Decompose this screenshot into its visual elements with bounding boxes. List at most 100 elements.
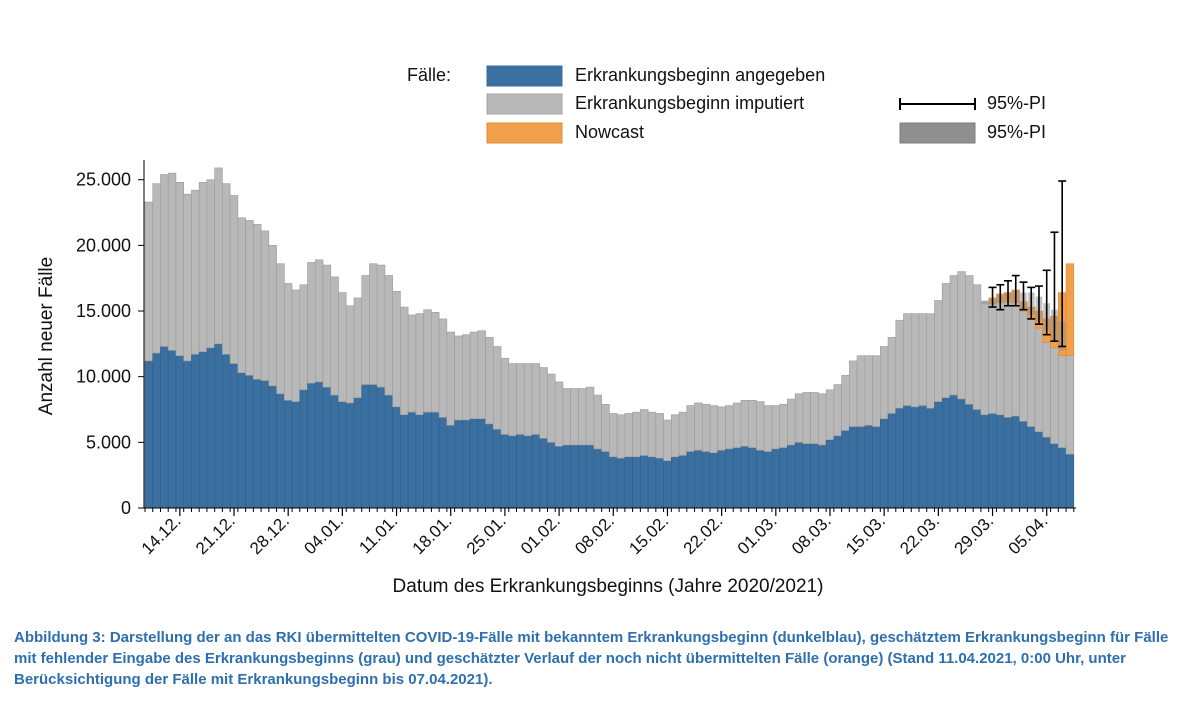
bar-imputed — [941, 283, 951, 398]
bar-reported — [183, 360, 192, 509]
bar-imputed — [640, 409, 649, 456]
bar-reported — [307, 382, 316, 509]
bar-imputed — [879, 346, 889, 420]
bar-imputed — [384, 275, 393, 396]
bar-reported — [779, 447, 788, 509]
bar-imputed — [903, 313, 912, 406]
bar-imputed — [701, 403, 711, 452]
bar-reported — [431, 411, 440, 509]
bar-imputed — [531, 363, 541, 435]
x-tick-label: 08.02. — [571, 511, 618, 558]
x-tick-label: 01.03. — [734, 511, 781, 558]
bar-imputed — [748, 400, 757, 448]
bar-imputed — [825, 389, 835, 441]
bar-imputed — [856, 355, 866, 427]
legend-errorbar-symbol — [899, 98, 976, 110]
bar-reported — [903, 405, 912, 509]
bar-reported — [253, 379, 262, 509]
bar-reported — [895, 407, 904, 509]
error-bar — [1050, 231, 1059, 343]
bar-imputed — [1042, 342, 1051, 438]
y-tick-label: 10.000 — [76, 367, 131, 387]
bar-imputed — [910, 313, 920, 408]
x-tick-label: 25.01. — [463, 511, 510, 558]
bar-imputed — [578, 388, 587, 446]
bar-reported — [237, 372, 246, 509]
bar-imputed — [554, 381, 564, 447]
bar-reported — [694, 449, 703, 509]
figure-caption: Abbildung 3: Darstellung der an das RKI … — [14, 629, 1169, 688]
bar-reported — [322, 386, 332, 509]
bar-imputed — [841, 375, 850, 431]
bar-imputed — [585, 386, 595, 446]
x-tick-label: 28.12. — [246, 511, 293, 558]
bar-reported — [879, 418, 889, 509]
bar-imputed — [299, 284, 308, 391]
y-tick-label: 20.000 — [76, 235, 131, 255]
bar-reported — [485, 423, 494, 509]
bar-reported — [965, 403, 974, 509]
bar-imputed — [229, 195, 239, 364]
y-tick-label: 15.000 — [76, 301, 131, 321]
bar-reported — [1003, 417, 1013, 509]
bar-imputed — [763, 405, 773, 452]
bar-reported — [500, 434, 510, 509]
bar-imputed — [895, 319, 904, 409]
bar-reported — [740, 445, 750, 509]
bar-reported — [353, 397, 363, 509]
bar-imputed — [469, 331, 479, 419]
bar-imputed — [671, 414, 680, 458]
bar-reported — [562, 444, 572, 509]
legend-swatch-imputed — [486, 93, 563, 115]
bar-reported — [415, 414, 424, 509]
bar-imputed — [1050, 347, 1059, 444]
x-tick-label: 15.03. — [842, 511, 889, 558]
bar-imputed — [415, 313, 424, 416]
bar-reported — [941, 397, 951, 509]
bar-reported — [872, 426, 881, 509]
bar-reported — [763, 451, 773, 509]
bar-reported — [492, 428, 502, 509]
legend-label-nowcast: Nowcast — [575, 122, 644, 142]
bar-imputed — [632, 411, 641, 458]
bar-reported — [167, 350, 177, 509]
bar-reported — [516, 434, 525, 509]
bar-reported — [160, 346, 169, 509]
error-bar — [1027, 286, 1036, 320]
bar-reported — [988, 413, 997, 509]
bar-imputed — [400, 306, 409, 416]
bar-reported — [330, 394, 339, 509]
error-bar — [988, 286, 997, 308]
bar-reported — [972, 409, 982, 509]
bar-reported — [833, 435, 842, 509]
bar-reported — [910, 406, 920, 509]
bar-reported — [771, 448, 780, 509]
bar-reported — [717, 449, 726, 509]
bar-imputed — [810, 392, 819, 444]
bar-imputed — [601, 403, 610, 452]
bar-imputed — [291, 289, 301, 402]
bar-imputed — [1058, 355, 1067, 448]
bar-imputed — [376, 264, 386, 388]
x-tick-label: 04.01. — [300, 511, 347, 558]
bar-reported — [284, 400, 293, 509]
bar-reported — [276, 393, 285, 509]
legend-label-imputed: Erkrankungsbeginn imputiert — [575, 93, 804, 113]
bar-imputed — [539, 367, 548, 439]
bar-reported — [1050, 443, 1059, 509]
y-axis-label: Anzahl neuer Fälle — [36, 257, 57, 415]
x-tick-label: 08.03. — [788, 511, 835, 558]
bar-imputed — [686, 405, 695, 452]
bar-reported — [640, 455, 649, 509]
bar-imputed — [423, 309, 432, 413]
bar-imputed — [849, 360, 858, 427]
bar-imputed — [144, 201, 154, 362]
x-axis-label: Datum des Erkrankungsbeginns (Jahre 2020… — [393, 576, 824, 597]
bar-imputed — [980, 301, 989, 416]
bar-reported — [709, 452, 719, 509]
bar-imputed — [314, 259, 324, 383]
bar-reported — [926, 407, 935, 509]
bar-imputed — [988, 302, 997, 414]
bar-imputed — [887, 336, 897, 414]
bar-imputed — [802, 392, 811, 444]
